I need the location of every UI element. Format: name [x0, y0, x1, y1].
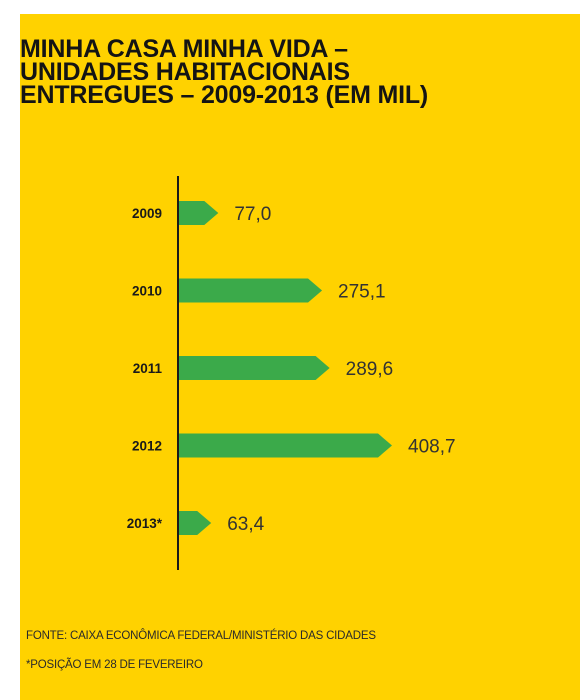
- bar: [178, 201, 219, 225]
- category-label: 2011: [133, 361, 163, 376]
- category-label: 2009: [132, 206, 162, 221]
- value-label: 275,1: [338, 282, 386, 303]
- title-line-3: ENTREGUES – 2009-2013 (EM MIL): [20, 81, 429, 109]
- category-label: 2010: [132, 284, 162, 299]
- category-label: 2013*: [127, 516, 163, 531]
- category-label: 2012: [132, 439, 162, 454]
- chart-title: MINHA CASA MINHA VIDA – UNIDADES HABITAC…: [20, 35, 550, 109]
- value-label: 408,7: [408, 437, 456, 458]
- bar: [178, 433, 392, 458]
- source-note: FONTE: CAIXA ECONÔMICA FEDERAL/MINISTÉRI…: [26, 630, 376, 642]
- title-line-2: UNIDADES HABITACIONAIS: [20, 58, 350, 86]
- title-line-1: MINHA CASA MINHA VIDA –: [20, 35, 348, 63]
- value-label: 77,0: [234, 204, 271, 225]
- bar: [178, 511, 212, 535]
- value-label: 63,4: [227, 514, 264, 535]
- value-label: 289,6: [346, 359, 394, 380]
- bar: [178, 278, 323, 303]
- footnote: *POSIÇÃO EM 28 DE FEVEREIRO: [26, 659, 203, 671]
- bar: [178, 356, 330, 380]
